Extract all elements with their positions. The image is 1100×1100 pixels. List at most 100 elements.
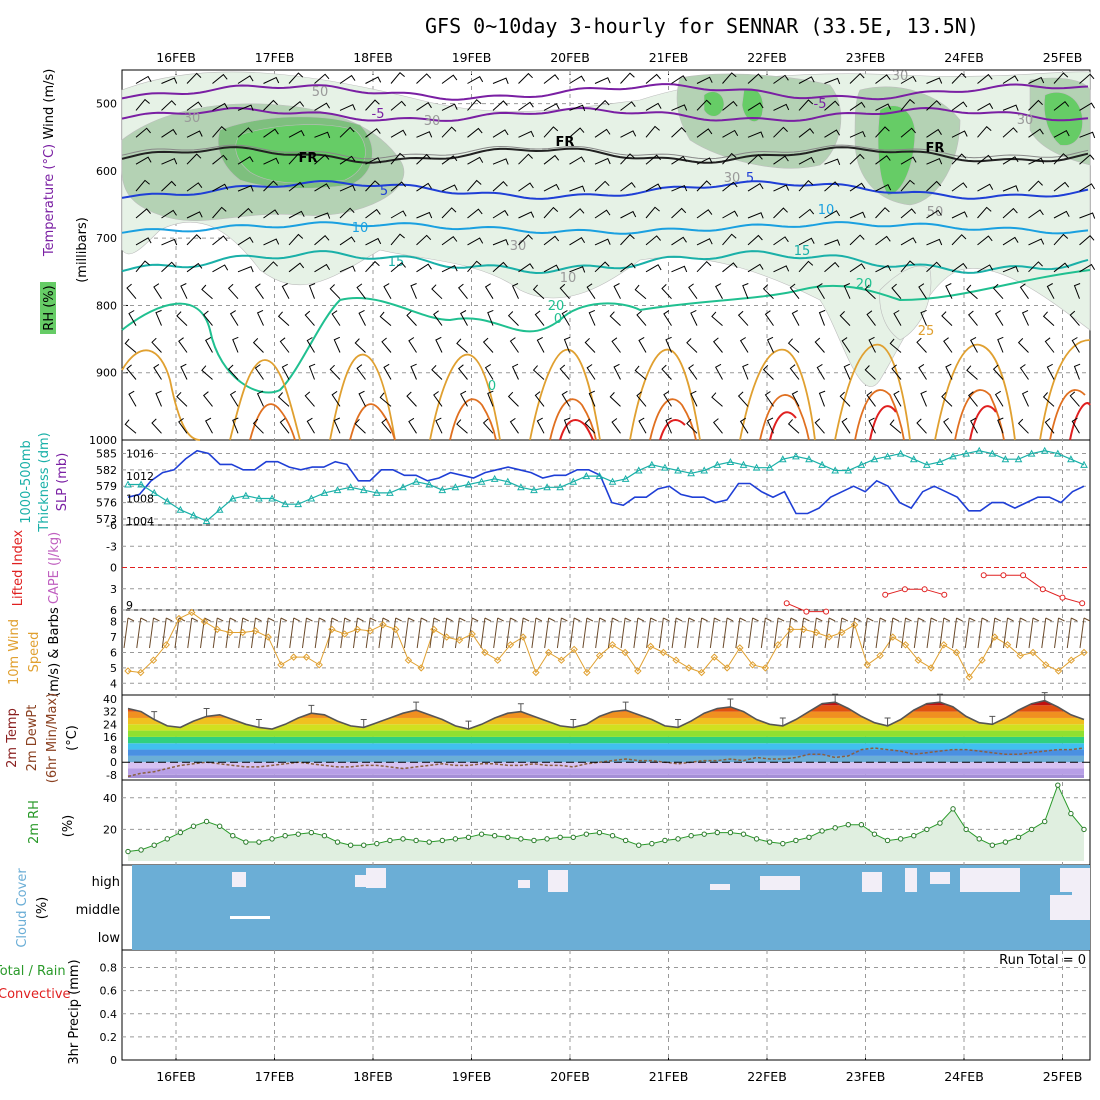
wind-barb <box>435 417 443 434</box>
wind-barb <box>715 363 723 380</box>
wind-speed-point <box>1054 667 1063 675</box>
slp-point <box>739 460 748 468</box>
contour-label: 30 <box>892 69 909 84</box>
wind-barb <box>1053 72 1069 84</box>
wind-barb <box>1079 131 1096 139</box>
wind-barb <box>1002 127 1018 138</box>
wind-barb <box>383 363 392 380</box>
wind-barb <box>569 75 586 84</box>
wind-barb <box>288 233 304 246</box>
wind-barb <box>408 417 417 434</box>
wind-barb <box>611 337 621 353</box>
wind-speed-point <box>162 641 170 649</box>
wind-barb <box>492 239 509 246</box>
wind-barb <box>176 311 188 326</box>
wind-tick-label: 6 <box>110 647 117 660</box>
rh-point <box>491 833 498 839</box>
temp-tick-label: 32 <box>103 706 117 719</box>
date-label-top: 25FEB <box>1043 50 1083 65</box>
slp-point <box>647 460 656 468</box>
pressure-tick-label: 900 <box>96 367 117 380</box>
wind10-barb <box>888 617 900 649</box>
wind-barb <box>665 336 672 353</box>
wind-barb <box>135 260 150 273</box>
wind-barb <box>663 390 672 407</box>
wind-barb <box>308 363 316 380</box>
ylabel-precip-convective: Convective <box>0 987 71 1002</box>
temp-error-bar <box>308 704 315 714</box>
wind-barb <box>201 284 213 300</box>
rh-area <box>128 785 1084 861</box>
wind-barb <box>977 264 994 273</box>
wind-barb <box>798 179 814 192</box>
cloud-gap <box>230 916 270 919</box>
wind-speed-point <box>328 625 336 634</box>
wind-barb <box>747 234 763 246</box>
cloud-level-low: low <box>98 931 121 946</box>
wind-barb <box>339 104 356 111</box>
wind-speed-point <box>404 656 413 664</box>
wind-barb <box>1053 262 1070 273</box>
wind-barb <box>613 363 621 380</box>
wind-barb <box>916 418 927 434</box>
rh-point <box>727 829 734 836</box>
contour-label: 10 <box>352 221 369 236</box>
wind-speed-point <box>927 664 935 672</box>
wind-barb <box>212 206 227 219</box>
cloud-gap <box>1060 868 1074 892</box>
wind-barb <box>1028 261 1043 273</box>
wind-barb <box>433 310 443 326</box>
rh-point <box>465 834 472 840</box>
wind-barb <box>205 336 213 353</box>
temp-error-bar <box>622 701 629 711</box>
wind-barb <box>824 210 841 219</box>
wind-barb <box>1002 75 1019 84</box>
wind-barb <box>762 284 774 300</box>
wind10-barb <box>773 617 785 649</box>
temp-error-bar <box>570 719 577 728</box>
pressure-tick-label: 700 <box>96 232 117 245</box>
wind-barb <box>611 418 621 434</box>
date-label-bottom: 19FEB <box>452 1069 492 1084</box>
date-label-bottom: 20FEB <box>550 1069 590 1084</box>
rh-point <box>570 834 576 840</box>
wind-speed-point <box>621 648 629 657</box>
wind10-barb <box>505 617 517 649</box>
panel-frame-thick <box>121 439 1091 526</box>
wind-barb <box>773 103 790 111</box>
wind-speed-point <box>315 661 323 669</box>
slp-point <box>687 469 695 477</box>
wind-barb <box>977 235 993 246</box>
wind-barb <box>824 129 841 138</box>
cloud-gap <box>930 872 950 884</box>
wind-barb <box>1028 209 1044 219</box>
wind10-barb <box>403 617 415 649</box>
wind-barb <box>277 392 290 407</box>
wind-barb <box>176 391 188 407</box>
wind-barb <box>507 311 519 326</box>
wind-barb <box>696 76 713 84</box>
cape-point <box>921 586 928 593</box>
wind-barb <box>951 72 967 84</box>
wind-barb <box>492 100 508 111</box>
wind-speed-point <box>978 656 986 664</box>
ylabel-2m-rh: 2m RH <box>27 800 42 844</box>
ylabel-wind-speed: Speed <box>27 632 42 673</box>
rh-point <box>858 821 865 828</box>
temp-error-bar <box>413 701 420 711</box>
slp-point <box>412 477 420 485</box>
wind-barb <box>620 210 637 219</box>
wind10-barb <box>620 617 632 649</box>
slp-tick-label: 1004 <box>126 515 154 528</box>
slp-point <box>1001 455 1010 463</box>
wind-barb <box>1073 283 1081 299</box>
wind-barb <box>594 261 610 273</box>
slp-point <box>215 505 224 513</box>
wind10-barb <box>1054 617 1065 649</box>
wind-barb <box>891 364 902 380</box>
wind-speed-point <box>137 668 145 677</box>
wind-barb <box>747 102 764 111</box>
wind-barb <box>916 337 927 353</box>
wind-speed-point <box>748 661 757 669</box>
wind-barb <box>329 364 341 380</box>
